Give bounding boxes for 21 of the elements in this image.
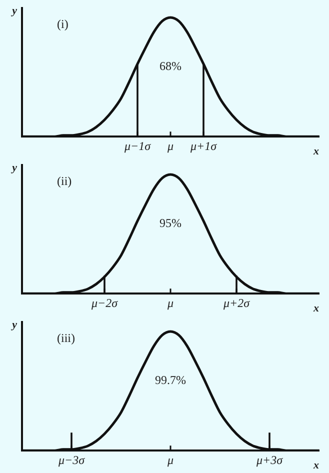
annotation: 95% [160, 216, 182, 230]
annotation: 68% [160, 59, 182, 73]
y-axis-title: y [10, 162, 18, 174]
x-axis-title: x [312, 460, 320, 472]
x-tick-label: μ [166, 138, 174, 153]
x-tick-label: μ−3σ [57, 452, 86, 467]
annotation: 99.7% [155, 373, 186, 387]
x-tick-label: μ [166, 296, 174, 310]
x-tick-label: μ+1σ [189, 138, 218, 153]
y-axis-title: y [10, 5, 18, 17]
x-tick-label: μ−2σ [90, 296, 119, 310]
y-axis-title: y [10, 319, 18, 331]
x-tick-label: μ [166, 452, 174, 467]
annotation: (ii) [57, 174, 72, 188]
x-axis-title: x [312, 302, 320, 315]
x-tick-label: μ+2σ [222, 296, 251, 310]
x-tick-label: μ−1σ [123, 138, 152, 153]
annotation: (iii) [57, 331, 75, 345]
annotation: (i) [57, 17, 68, 31]
x-tick-label: μ+3σ [255, 452, 284, 467]
x-axis-title: x [312, 146, 320, 158]
